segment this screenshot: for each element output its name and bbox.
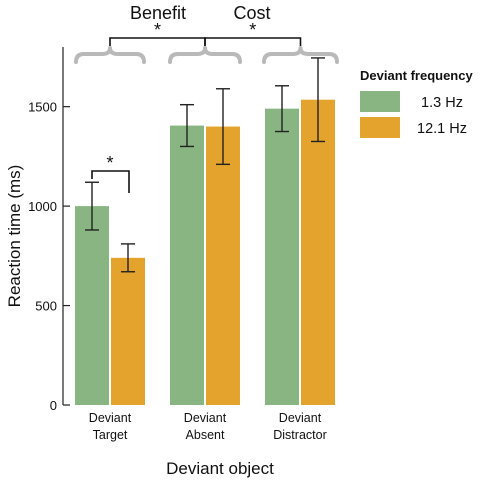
cost-bracket bbox=[204, 37, 302, 46]
x-tick-label: Deviant bbox=[279, 411, 322, 425]
x-tick-label: Absent bbox=[186, 428, 225, 442]
significance-bracket bbox=[91, 170, 130, 193]
x-tick-label: Target bbox=[93, 428, 128, 442]
cost-significance-marker: * bbox=[249, 20, 256, 40]
x-tick-label: Deviant bbox=[89, 411, 132, 425]
y-tick-label: 0 bbox=[50, 398, 57, 413]
y-tick-label: 500 bbox=[35, 299, 57, 314]
cost-label: Cost bbox=[233, 3, 270, 23]
y-tick-label: 1000 bbox=[28, 199, 57, 214]
x-axis-label: Deviant object bbox=[166, 459, 274, 478]
bar bbox=[206, 126, 240, 406]
group-brace bbox=[74, 46, 146, 64]
bar bbox=[170, 125, 204, 406]
legend-label: 12.1 Hz bbox=[417, 121, 467, 137]
legend-title: Deviant frequency bbox=[360, 68, 473, 83]
bar bbox=[265, 108, 299, 406]
legend-swatch bbox=[360, 91, 400, 112]
legend-label: 1.3 Hz bbox=[421, 95, 463, 111]
legend-swatch bbox=[360, 117, 400, 138]
group-brace bbox=[168, 46, 242, 64]
group-brace bbox=[262, 46, 339, 64]
benefit-label: Benefit bbox=[130, 3, 186, 23]
y-axis-label: Reaction time (ms) bbox=[5, 165, 24, 308]
x-tick-label: Distractor bbox=[273, 428, 326, 442]
bar bbox=[301, 99, 335, 405]
bar bbox=[75, 206, 109, 405]
significance-marker: * bbox=[106, 153, 113, 173]
benefit-significance-marker: * bbox=[154, 20, 161, 40]
x-tick-label: Deviant bbox=[184, 411, 227, 425]
y-tick-label: 1500 bbox=[28, 100, 57, 115]
bar bbox=[111, 257, 145, 405]
